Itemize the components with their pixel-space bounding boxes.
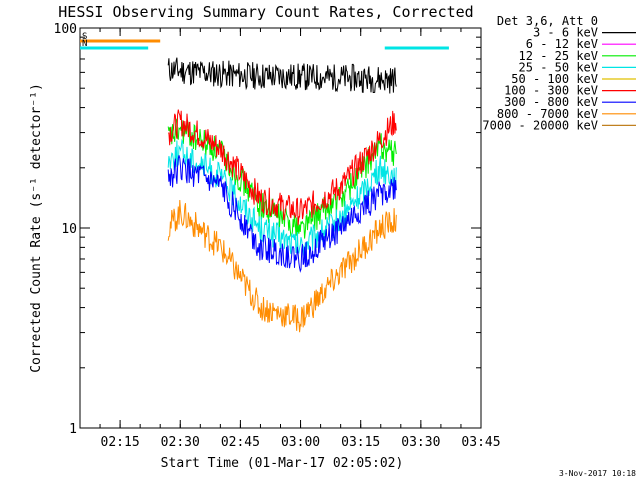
legend-entry-label: 3 - 6 keV xyxy=(533,26,598,40)
legend-entry-label: 800 - 7000 keV xyxy=(497,107,598,121)
y-tick-label: 1 xyxy=(69,422,77,437)
flag-label: N xyxy=(82,39,87,49)
x-tick-label: 03:00 xyxy=(281,435,320,450)
x-axis-title: Start Time (01-Mar-17 02:05:02) xyxy=(161,456,404,471)
plot-area: 1 10 100 02:15 02:30 02:45 03:00 03:15 03:30 03:4… xyxy=(54,22,501,450)
y-axis-title: Corrected Count Rate (s⁻¹ detector⁻¹) xyxy=(29,83,44,373)
legend-entry-label: 50 - 100 keV xyxy=(511,72,598,86)
legend-entry-label: 300 - 800 keV xyxy=(504,95,598,109)
legend-entry-label: 7000 - 20000 keV xyxy=(482,118,598,132)
x-tick-label: 03:45 xyxy=(461,435,500,450)
x-tick-label: 02:45 xyxy=(221,435,260,450)
series-line xyxy=(167,138,397,256)
x-tick-label: 02:15 xyxy=(101,435,140,450)
legend-entry-label: 6 - 12 keV xyxy=(526,37,598,51)
legend-entry-label: 12 - 25 keV xyxy=(519,49,598,63)
x-tick-label: 02:30 xyxy=(161,435,200,450)
legend-entry-label: 100 - 300 keV xyxy=(504,84,598,98)
y-tick-label: 10 xyxy=(61,222,77,237)
legend-title: Det 3,6, Att 0 xyxy=(497,14,598,28)
y-axis-label: Corrected Count Rate (s⁻¹ detector⁻¹) xyxy=(29,83,44,373)
series-line xyxy=(168,109,397,226)
footer-timestamp: 3-Nov-2017 10:18 xyxy=(559,469,636,478)
x-tick-label: 03:30 xyxy=(401,435,440,450)
series-line xyxy=(167,199,397,333)
series-line xyxy=(167,57,397,94)
plot-frame xyxy=(79,27,482,429)
series-line xyxy=(167,117,397,240)
legend-entry-label: 25 - 50 keV xyxy=(519,60,598,74)
y-tick-label: 100 xyxy=(54,22,77,37)
flag-label: S xyxy=(82,32,87,42)
x-tick-label: 03:15 xyxy=(341,435,380,450)
series-line xyxy=(167,155,397,273)
chart-title: HESSI Observing Summary Count Rates, Cor… xyxy=(58,3,473,21)
